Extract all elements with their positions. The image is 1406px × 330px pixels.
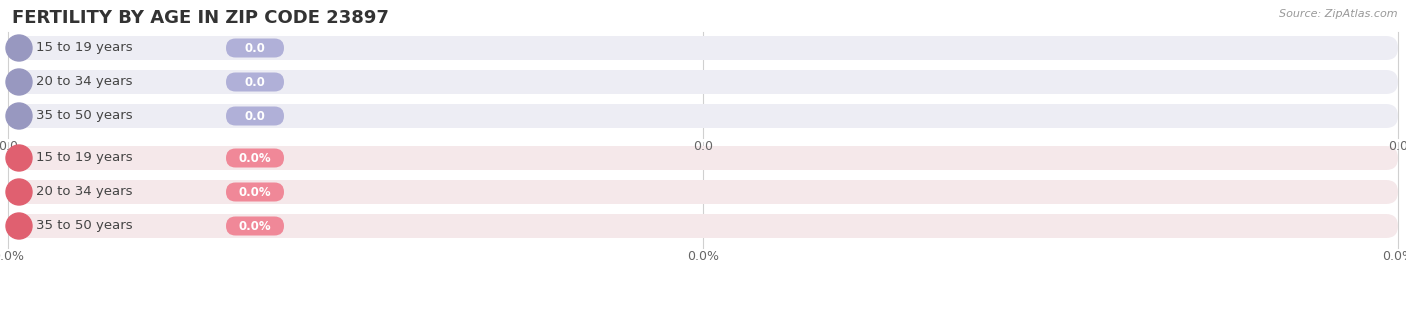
Text: 20 to 34 years: 20 to 34 years — [37, 185, 132, 199]
FancyBboxPatch shape — [8, 104, 1398, 128]
FancyBboxPatch shape — [8, 70, 1398, 94]
Circle shape — [6, 69, 32, 95]
FancyBboxPatch shape — [226, 39, 284, 57]
FancyBboxPatch shape — [8, 146, 1398, 170]
Circle shape — [6, 213, 32, 239]
Text: 0.0: 0.0 — [693, 140, 713, 153]
Text: 0.0%: 0.0% — [239, 185, 271, 199]
Circle shape — [6, 103, 32, 129]
Text: 35 to 50 years: 35 to 50 years — [37, 110, 132, 122]
FancyBboxPatch shape — [226, 107, 284, 125]
Text: 0.0%: 0.0% — [688, 250, 718, 263]
Circle shape — [6, 179, 32, 205]
FancyBboxPatch shape — [226, 148, 284, 168]
FancyBboxPatch shape — [226, 182, 284, 202]
FancyBboxPatch shape — [226, 73, 284, 91]
Text: 0.0%: 0.0% — [1382, 250, 1406, 263]
Text: 15 to 19 years: 15 to 19 years — [37, 42, 132, 54]
Text: 0.0: 0.0 — [245, 42, 266, 54]
Text: 35 to 50 years: 35 to 50 years — [37, 219, 132, 233]
Text: 0.0: 0.0 — [0, 140, 18, 153]
FancyBboxPatch shape — [8, 36, 1398, 60]
Text: 15 to 19 years: 15 to 19 years — [37, 151, 132, 164]
Text: Source: ZipAtlas.com: Source: ZipAtlas.com — [1279, 9, 1398, 19]
Text: FERTILITY BY AGE IN ZIP CODE 23897: FERTILITY BY AGE IN ZIP CODE 23897 — [13, 9, 389, 27]
Text: 0.0%: 0.0% — [0, 250, 24, 263]
Text: 0.0: 0.0 — [245, 76, 266, 88]
Text: 0.0: 0.0 — [1388, 140, 1406, 153]
FancyBboxPatch shape — [8, 214, 1398, 238]
Circle shape — [6, 35, 32, 61]
FancyBboxPatch shape — [226, 216, 284, 236]
Text: 0.0%: 0.0% — [239, 219, 271, 233]
Text: 0.0%: 0.0% — [239, 151, 271, 164]
Text: 0.0: 0.0 — [245, 110, 266, 122]
Text: 20 to 34 years: 20 to 34 years — [37, 76, 132, 88]
Circle shape — [6, 145, 32, 171]
FancyBboxPatch shape — [8, 180, 1398, 204]
